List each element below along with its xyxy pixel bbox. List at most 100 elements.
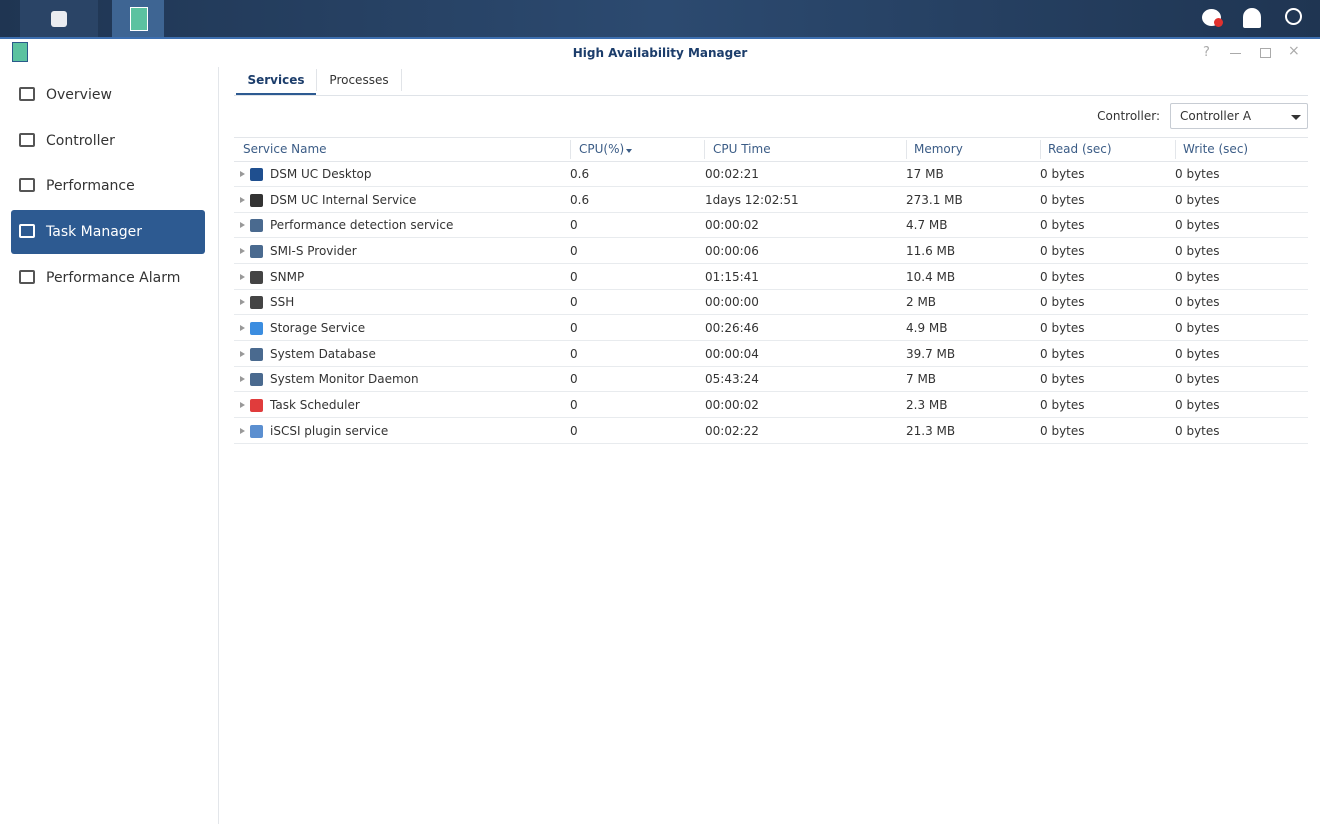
expand-arrow[interactable] — [240, 427, 245, 434]
table-cell: 4.7 MB — [906, 218, 948, 233]
table-cell: iSCSI plugin service — [270, 423, 389, 438]
table-cell: 17 MB — [906, 167, 944, 181]
expand-arrow[interactable] — [240, 299, 245, 306]
controller-select[interactable]: Controller A — [1170, 103, 1308, 129]
expand-arrow[interactable] — [240, 350, 245, 357]
nav-label: Controller — [46, 133, 115, 149]
table-cell: 00:00:02 — [705, 397, 759, 412]
table-cell: 0 bytes — [1175, 167, 1220, 181]
table-row[interactable] — [234, 342, 1308, 367]
column-header[interactable]: Memory — [914, 142, 963, 156]
table-cell: 00:26:46 — [705, 320, 759, 335]
table-cell: 2 MB — [906, 295, 937, 310]
nav-icon — [19, 224, 35, 238]
expand-arrow[interactable] — [240, 401, 245, 408]
tab[interactable]: Processes — [329, 73, 389, 87]
nav-item[interactable]: Performance Alarm — [11, 256, 205, 300]
controller-label: Controller: — [1097, 109, 1160, 123]
table-cell: Task Scheduler — [270, 397, 360, 412]
app-button[interactable] — [112, 0, 164, 37]
table-row[interactable] — [234, 419, 1308, 444]
table-cell: 273.1 MB — [906, 192, 963, 207]
table-row[interactable] — [234, 188, 1308, 213]
table-cell: 0 bytes — [1040, 423, 1085, 438]
nav-item[interactable]: Task Manager — [11, 210, 205, 254]
table-cell: SSH — [270, 295, 295, 310]
column-separator — [1175, 140, 1176, 159]
table-cell: 00:00:02 — [705, 218, 759, 233]
table-row[interactable] — [234, 367, 1308, 393]
minimize-button[interactable] — [1230, 53, 1241, 54]
table-cell: 0.6 — [570, 192, 590, 207]
table-cell: 0 — [570, 372, 578, 387]
service-icon — [250, 244, 263, 258]
table-row[interactable] — [234, 290, 1308, 316]
table-cell: 0 bytes — [1175, 243, 1220, 258]
help-button[interactable]: ? — [1203, 45, 1210, 60]
column-header[interactable]: Service Name — [243, 142, 327, 156]
table-cell: 0 bytes — [1175, 295, 1220, 310]
column-header[interactable]: CPU Time — [713, 142, 771, 156]
table-row[interactable] — [234, 393, 1308, 418]
table-header — [234, 137, 1308, 162]
user-button[interactable] — [1243, 8, 1261, 28]
table-cell: 0 bytes — [1175, 269, 1220, 284]
table-cell: 0 bytes — [1040, 269, 1085, 284]
service-icon — [250, 424, 263, 438]
nav-item[interactable]: Controller — [11, 119, 205, 163]
column-header[interactable]: CPU(%) — [579, 142, 625, 156]
table-cell: DSM UC Internal Service — [270, 192, 417, 207]
column-separator — [704, 140, 705, 159]
table-cell: 7 MB — [906, 372, 937, 387]
expand-arrow[interactable] — [240, 247, 245, 254]
nav-icon — [19, 178, 35, 192]
service-icon — [250, 219, 263, 233]
table-cell: 00:00:06 — [705, 243, 759, 258]
table-row[interactable] — [234, 162, 1308, 187]
nav-item[interactable]: Performance — [11, 164, 205, 208]
table-row[interactable] — [234, 213, 1308, 239]
table-cell: 00:00:04 — [705, 346, 759, 361]
table-cell: 0 — [570, 295, 578, 310]
sidebar — [0, 67, 219, 824]
expand-arrow[interactable] — [240, 171, 245, 177]
expand-arrow[interactable] — [240, 376, 245, 383]
service-icon — [250, 296, 263, 310]
table-cell: 05:43:24 — [705, 372, 759, 387]
table-cell: 0 — [570, 346, 578, 361]
search-button[interactable] — [1285, 8, 1302, 25]
table-cell: 0 bytes — [1040, 192, 1085, 207]
service-icon — [250, 347, 263, 361]
close-button[interactable]: × — [1288, 43, 1300, 59]
table-cell: DSM UC Desktop — [270, 167, 372, 181]
main-menu-button[interactable] — [20, 0, 98, 37]
tab[interactable]: Services — [236, 68, 316, 95]
expand-arrow[interactable] — [240, 222, 245, 229]
table-cell: 2.3 MB — [906, 397, 948, 412]
column-header[interactable]: Write (sec) — [1183, 142, 1249, 156]
nav-label: Task Manager — [46, 224, 143, 240]
table-cell: 0 bytes — [1175, 346, 1220, 361]
table-row[interactable] — [234, 239, 1308, 264]
table-cell: 00:02:21 — [705, 167, 759, 181]
window-title: High Availability Manager — [572, 46, 748, 60]
nav-item[interactable]: Overview — [11, 73, 205, 117]
table-cell: 0 bytes — [1175, 372, 1220, 387]
table-cell: 0 bytes — [1040, 372, 1085, 387]
sort-arrow — [626, 149, 632, 153]
table-cell: 1days 12:02:51 — [705, 192, 799, 207]
service-icon — [250, 373, 263, 387]
expand-arrow[interactable] — [240, 324, 245, 331]
expand-arrow[interactable] — [240, 273, 245, 280]
column-separator — [906, 140, 907, 159]
table-cell: 0 bytes — [1175, 423, 1220, 438]
expand-arrow[interactable] — [240, 196, 245, 203]
service-icon — [250, 321, 263, 335]
service-icon — [250, 398, 263, 412]
maximize-button[interactable] — [1260, 48, 1271, 58]
column-header[interactable]: Read (sec) — [1048, 142, 1112, 156]
table-row[interactable] — [234, 316, 1308, 341]
window-titlebar: ? × — [0, 39, 1320, 67]
table-row[interactable] — [234, 265, 1308, 290]
table-cell: 0 bytes — [1175, 218, 1220, 233]
